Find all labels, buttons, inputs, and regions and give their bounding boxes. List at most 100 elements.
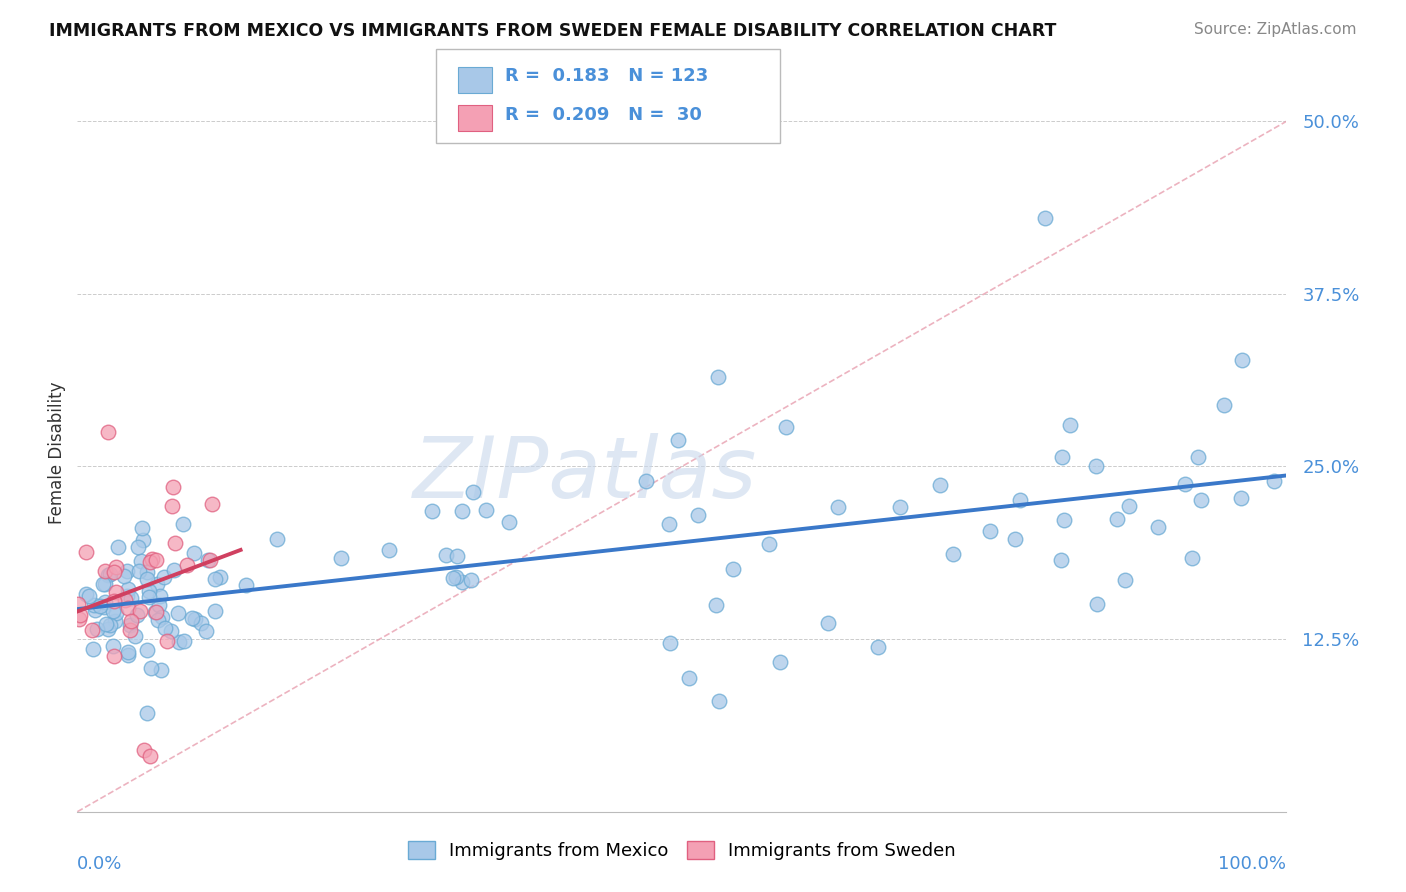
- Point: [235, 578, 257, 592]
- Point: [173, 633, 195, 648]
- Point: [1118, 499, 1140, 513]
- Point: [1174, 476, 1197, 491]
- Point: [1114, 573, 1136, 587]
- Point: [775, 420, 797, 434]
- Point: [1147, 520, 1170, 534]
- Point: [194, 624, 217, 638]
- Point: [1049, 553, 1071, 567]
- Legend: Immigrants from Mexico, Immigrants from Sweden: Immigrants from Mexico, Immigrants from …: [401, 833, 963, 867]
- Point: [150, 609, 173, 624]
- Text: R =  0.209   N =  30: R = 0.209 N = 30: [505, 105, 702, 123]
- Point: [159, 624, 181, 638]
- Point: [866, 640, 889, 654]
- Point: [329, 550, 352, 565]
- Point: [97, 568, 120, 582]
- Point: [155, 621, 177, 635]
- Point: [152, 569, 174, 583]
- Point: [446, 549, 468, 563]
- Point: [93, 595, 115, 609]
- Point: [105, 585, 128, 599]
- Point: [444, 570, 467, 584]
- Point: [139, 749, 162, 764]
- Point: [135, 565, 157, 579]
- Point: [758, 537, 780, 551]
- Point: [1230, 352, 1253, 367]
- Point: [136, 572, 159, 586]
- Point: [146, 613, 169, 627]
- Point: [118, 618, 141, 632]
- Point: [420, 504, 443, 518]
- Point: [104, 559, 127, 574]
- Text: 0.0%: 0.0%: [77, 855, 122, 872]
- Point: [441, 571, 464, 585]
- Point: [66, 598, 89, 612]
- Text: ZIPatlas: ZIPatlas: [413, 433, 758, 516]
- Point: [104, 606, 127, 620]
- Point: [117, 564, 139, 578]
- Point: [1010, 493, 1032, 508]
- Point: [686, 508, 709, 523]
- Point: [83, 599, 105, 613]
- Point: [117, 600, 139, 615]
- Point: [1050, 450, 1073, 464]
- Point: [145, 553, 167, 567]
- Point: [120, 591, 142, 605]
- Point: [979, 524, 1001, 538]
- Point: [1187, 450, 1209, 464]
- Point: [86, 623, 108, 637]
- Point: [98, 618, 121, 632]
- Point: [101, 639, 124, 653]
- Point: [176, 558, 198, 573]
- Point: [96, 425, 118, 439]
- Point: [93, 577, 115, 591]
- Point: [156, 634, 179, 648]
- Point: [204, 573, 226, 587]
- Point: [148, 598, 170, 612]
- Point: [707, 369, 730, 384]
- Point: [145, 577, 167, 591]
- Point: [1212, 398, 1234, 412]
- Point: [197, 553, 219, 567]
- Point: [103, 649, 125, 664]
- Point: [127, 540, 149, 554]
- Point: [138, 555, 160, 569]
- Point: [1087, 598, 1109, 612]
- Point: [1059, 417, 1081, 432]
- Point: [266, 533, 288, 547]
- Point: [167, 634, 190, 648]
- Point: [107, 541, 129, 555]
- Point: [204, 604, 226, 618]
- Point: [160, 499, 183, 513]
- Point: [103, 594, 125, 608]
- Point: [93, 564, 115, 578]
- Point: [165, 536, 187, 550]
- Point: [149, 663, 172, 677]
- Text: R =  0.183   N = 123: R = 0.183 N = 123: [505, 68, 709, 86]
- Point: [704, 598, 727, 612]
- Point: [634, 474, 657, 488]
- Point: [1263, 474, 1285, 488]
- Point: [184, 612, 207, 626]
- Point: [1230, 491, 1253, 505]
- Point: [183, 546, 205, 560]
- Point: [101, 604, 124, 618]
- Point: [69, 608, 91, 623]
- Point: [208, 570, 231, 584]
- Point: [181, 611, 204, 625]
- Point: [96, 617, 118, 632]
- Point: [117, 648, 139, 663]
- Point: [172, 516, 194, 531]
- Point: [678, 671, 700, 685]
- Point: [77, 589, 100, 603]
- Point: [80, 623, 103, 637]
- Point: [167, 607, 190, 621]
- Point: [93, 599, 115, 614]
- Point: [190, 616, 212, 631]
- Point: [149, 589, 172, 603]
- Point: [162, 480, 184, 494]
- Point: [129, 603, 152, 617]
- Point: [1105, 512, 1128, 526]
- Point: [112, 569, 135, 583]
- Point: [1033, 211, 1056, 225]
- Point: [115, 590, 138, 604]
